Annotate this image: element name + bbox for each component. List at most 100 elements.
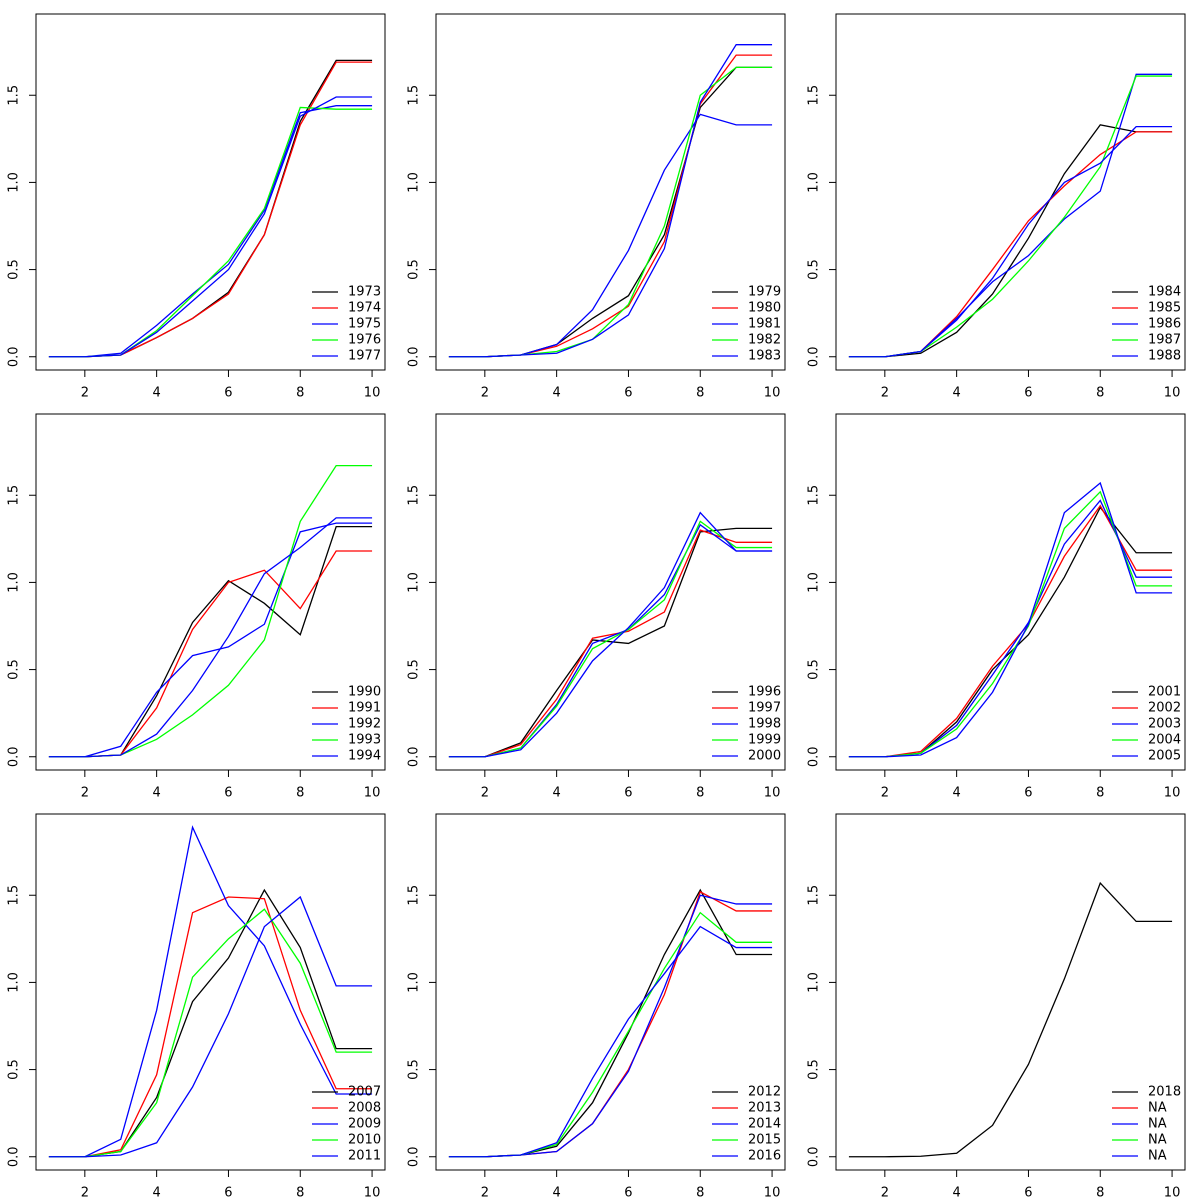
x-tick-label: 6: [224, 786, 232, 801]
y-tick-label: 0.5: [407, 659, 422, 680]
y-tick-label: 1.5: [7, 85, 22, 106]
x-tick-label: 8: [1096, 1186, 1104, 1200]
y-tick-label: 0.0: [807, 746, 822, 767]
x-tick-label: 2: [881, 386, 889, 401]
plot-frame: [835, 413, 1186, 771]
legend-label: 1993: [348, 733, 381, 748]
x-tick-label: 6: [224, 386, 232, 401]
y-tick-label: 0.5: [407, 259, 422, 280]
series-line: [848, 490, 1173, 758]
y-tick-label: 1.0: [807, 972, 822, 993]
plot-frame: [435, 813, 786, 1171]
x-tick-label: 4: [153, 386, 161, 401]
plot-frame: [835, 13, 1186, 371]
series-line: [48, 825, 373, 1158]
series-line: [448, 113, 773, 358]
legend-label: NA: [1148, 1149, 1167, 1164]
y-tick-label: 0.0: [807, 1146, 822, 1167]
series-line: [448, 529, 773, 758]
x-tick-label: 8: [1096, 386, 1104, 401]
x-tick-label: 10: [364, 786, 381, 801]
x-tick-label: 2: [481, 386, 489, 401]
y-tick-label: 0.0: [807, 346, 822, 367]
series-line: [848, 881, 1173, 1158]
x-tick-label: 6: [224, 1186, 232, 1200]
x-tick-label: 6: [1024, 1186, 1032, 1200]
legend-label: 2008: [348, 1101, 381, 1116]
y-tick-label: 1.5: [7, 885, 22, 906]
series-line: [448, 54, 773, 358]
legend-label: 1999: [748, 733, 781, 748]
legend-label: NA: [1148, 1117, 1167, 1132]
legend-label: 2000: [748, 749, 781, 764]
series-line: [48, 888, 373, 1158]
x-tick-label: 10: [364, 1186, 381, 1200]
series-line: [48, 895, 373, 1158]
legend-label: 1987: [1148, 333, 1181, 348]
legend-label: 2016: [748, 1149, 781, 1164]
x-tick-label: 10: [764, 386, 781, 401]
legend-label: 1988: [1148, 349, 1181, 364]
x-tick-label: 2: [481, 1186, 489, 1200]
series-line: [48, 464, 373, 758]
series-line: [848, 131, 1173, 358]
series-line: [848, 73, 1173, 358]
y-tick-label: 1.0: [407, 172, 422, 193]
y-tick-label: 1.0: [407, 572, 422, 593]
legend-label: 2007: [348, 1085, 381, 1100]
legend-label: 2003: [1148, 717, 1181, 732]
plot-frame: [35, 13, 386, 371]
y-tick-label: 0.5: [807, 1059, 822, 1080]
legend-label: 1975: [348, 317, 381, 332]
series-line: [448, 520, 773, 758]
y-tick-label: 0.0: [407, 746, 422, 767]
y-tick-label: 0.0: [7, 746, 22, 767]
x-tick-label: 8: [696, 1186, 704, 1200]
y-tick-label: 0.0: [7, 1146, 22, 1167]
x-tick-label: 2: [481, 786, 489, 801]
series-line: [848, 506, 1173, 758]
legend-label: 1984: [1148, 285, 1181, 300]
y-tick-label: 1.5: [7, 485, 22, 506]
y-tick-label: 1.5: [407, 885, 422, 906]
legend-label: 1973: [348, 285, 381, 300]
y-tick-label: 1.5: [407, 85, 422, 106]
legend-label: 2001: [1148, 685, 1181, 700]
legend-label: 1996: [748, 685, 781, 700]
x-tick-label: 4: [553, 786, 561, 801]
y-tick-label: 1.5: [407, 485, 422, 506]
x-tick-label: 2: [881, 786, 889, 801]
legend-label: 1980: [748, 301, 781, 316]
series-line: [48, 517, 373, 758]
legend-label: 1977: [348, 349, 381, 364]
y-tick-label: 1.5: [807, 885, 822, 906]
series-line: [848, 125, 1173, 358]
plot-frame: [835, 813, 1186, 1171]
x-tick-label: 2: [881, 1186, 889, 1200]
legend-label: 2009: [348, 1117, 381, 1132]
series-line: [448, 523, 773, 758]
legend-label: 1990: [348, 685, 381, 700]
x-tick-label: 8: [296, 386, 304, 401]
x-tick-label: 4: [153, 1186, 161, 1200]
series-line: [448, 911, 773, 1158]
x-tick-label: 4: [553, 386, 561, 401]
plot-frame: [435, 13, 786, 371]
legend-label: 1998: [748, 717, 781, 732]
legend-label: 1986: [1148, 317, 1181, 332]
series-line: [48, 105, 373, 358]
y-tick-label: 1.0: [7, 572, 22, 593]
series-line: [448, 527, 773, 758]
legend-label: 2010: [348, 1133, 381, 1148]
legend-label: 2014: [748, 1117, 781, 1132]
series-line: [48, 106, 373, 358]
